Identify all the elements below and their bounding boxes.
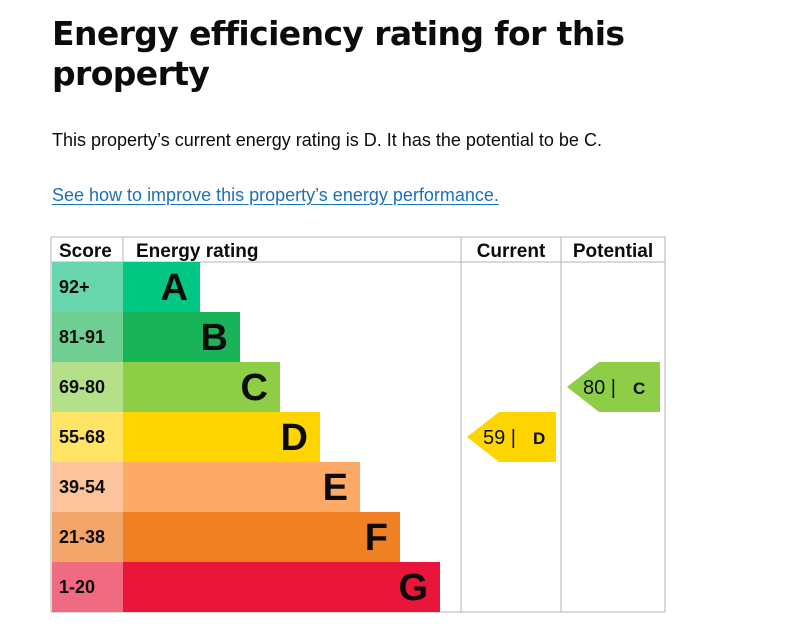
current-rating-band-label: D (533, 429, 545, 448)
score-cell (52, 312, 123, 362)
rating-bar (123, 512, 400, 562)
rating-letter: B (201, 317, 228, 359)
rating-bar (123, 412, 320, 462)
rating-letter: D (281, 417, 308, 459)
score-range-label: 81-91 (59, 327, 105, 347)
rating-bar (123, 462, 360, 512)
rating-letter: E (323, 467, 348, 509)
rating-letter: A (161, 267, 188, 309)
page-title: Energy efficiency rating for this proper… (52, 14, 625, 93)
score-cell (52, 412, 123, 462)
score-range-label: 92+ (59, 277, 90, 297)
potential-rating-band-label: C (633, 379, 645, 398)
rating-letter: F (365, 517, 388, 559)
rating-bar (123, 362, 280, 412)
score-cell (52, 462, 123, 512)
rating-bar (123, 562, 440, 612)
current-header: Current (477, 241, 546, 262)
rating-letter: G (398, 567, 428, 609)
score-range-label: 21-38 (59, 527, 105, 547)
score-cell (52, 562, 123, 612)
rating-bar (123, 312, 240, 362)
rating-letter: C (241, 367, 268, 409)
score-range-label: 39-54 (59, 477, 105, 497)
potential-rating-value-label: 80 | (583, 377, 616, 399)
potential-rating-arrow (567, 362, 660, 412)
score-range-label: 69-80 (59, 377, 105, 397)
potential-header: Potential (573, 241, 653, 262)
score-range-label: 1-20 (59, 577, 95, 597)
score-cell (52, 362, 123, 412)
improve-performance-link[interactable]: See how to improve this property’s energ… (52, 185, 499, 205)
current-rating-arrow (467, 412, 556, 462)
score-cell (52, 512, 123, 562)
rating-header: Energy rating (136, 241, 258, 262)
score-cell (52, 262, 123, 312)
score-header: Score (59, 241, 112, 262)
current-rating-value-label: 59 | (483, 427, 516, 449)
rating-summary: This property’s current energy rating is… (52, 130, 602, 150)
rating-bar (123, 262, 200, 312)
score-range-label: 55-68 (59, 427, 105, 447)
